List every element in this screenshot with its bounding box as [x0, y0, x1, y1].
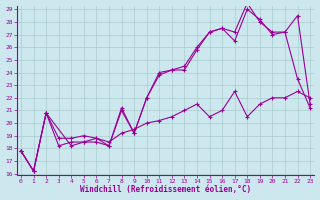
X-axis label: Windchill (Refroidissement éolien,°C): Windchill (Refroidissement éolien,°C) — [80, 185, 251, 194]
